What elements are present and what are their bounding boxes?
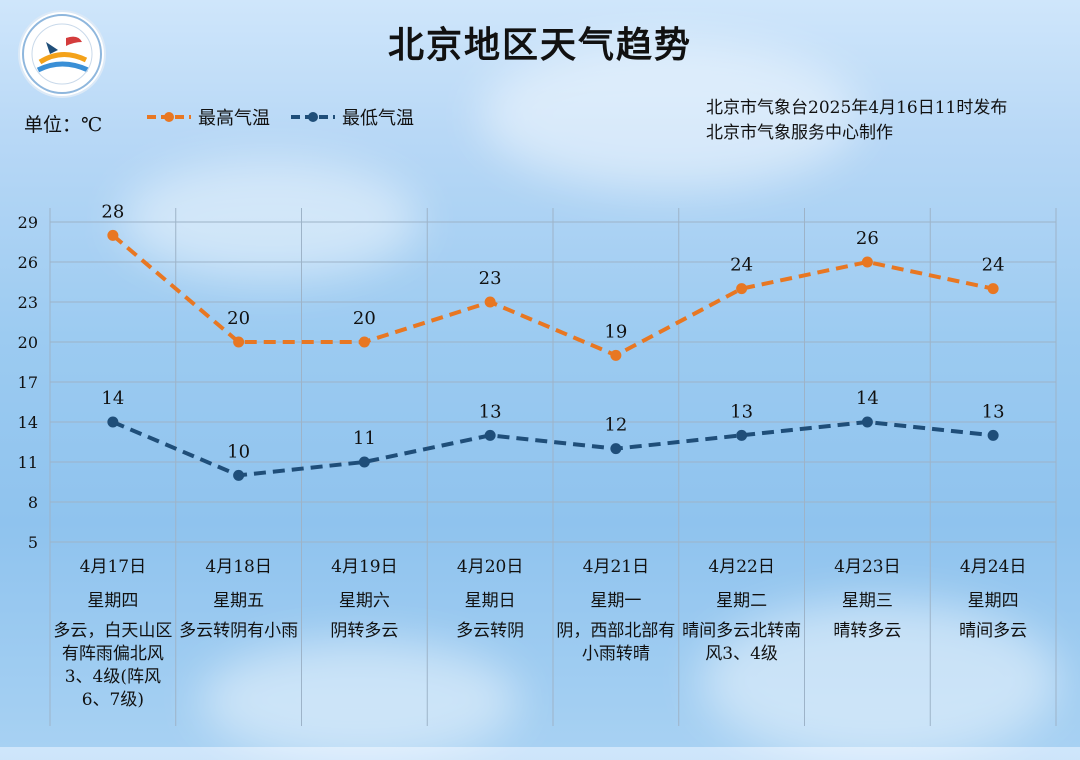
legend-low-label: 最低气温 xyxy=(342,108,414,129)
data-label-low: 14 xyxy=(856,388,879,409)
data-point-high xyxy=(107,229,119,241)
data-point-low xyxy=(610,443,622,455)
legend-item-low: 最低气温 xyxy=(290,104,414,130)
data-label-high: 26 xyxy=(856,228,879,249)
weekday-label: 星期三 xyxy=(841,591,893,611)
y-tick-label: 20 xyxy=(18,333,38,352)
day-column: 4月22日星期二晴间多云北转南风3、4级 xyxy=(679,552,805,666)
data-point-high xyxy=(736,283,748,295)
data-label-low: 12 xyxy=(604,415,627,436)
data-label-high: 20 xyxy=(227,308,250,329)
weather-description: 晴转多云 xyxy=(833,621,902,641)
weekday-label: 星期四 xyxy=(87,591,139,611)
x-tick-label-date: 4月21日 xyxy=(582,557,650,577)
x-tick-label-date: 4月17日 xyxy=(79,557,147,577)
data-label-high: 19 xyxy=(604,321,627,342)
series-line-low xyxy=(112,420,994,478)
data-label-low: 14 xyxy=(101,388,124,409)
data-label-low: 11 xyxy=(353,428,376,449)
weather-description: 阴转多云 xyxy=(330,621,399,641)
y-tick-label: 17 xyxy=(18,373,38,392)
day-column: 4月19日星期六阴转多云 xyxy=(302,552,428,643)
day-column: 4月21日星期一阴，西部北部有小雨转晴 xyxy=(553,552,679,666)
weather-description: 晴间多云北转南风3、4级 xyxy=(682,621,802,664)
legend-high-label: 最高气温 xyxy=(198,108,270,129)
data-label-low: 13 xyxy=(982,401,1005,422)
legend-item-high: 最高气温 xyxy=(146,104,270,130)
data-point-low xyxy=(233,469,245,481)
data-point-low xyxy=(861,416,873,428)
data-point-low xyxy=(358,456,370,468)
day-column: 4月17日星期四多云，白天山区有阵雨偏北风3、4级(阵风6、7级) xyxy=(50,552,176,712)
meteorological-service-logo xyxy=(20,12,104,96)
legend-high-line-icon xyxy=(147,112,191,122)
data-label-high: 20 xyxy=(353,308,376,329)
x-tick-label-date: 4月20日 xyxy=(456,557,524,577)
weather-description: 多云转阴有小雨 xyxy=(179,621,299,641)
data-label-high: 23 xyxy=(479,268,502,289)
background-cloud xyxy=(200,640,520,760)
weekday-label: 星期日 xyxy=(464,591,516,611)
data-point-high xyxy=(861,256,873,268)
background-cloud xyxy=(700,600,1060,760)
day-column: 4月20日星期日多云转阴 xyxy=(427,552,553,643)
data-point-high xyxy=(610,349,622,361)
data-point-high xyxy=(358,336,370,348)
weekday-label: 星期五 xyxy=(213,591,265,611)
unit-label: 单位：℃ xyxy=(24,114,103,136)
data-label-low: 13 xyxy=(479,401,502,422)
weekday-label: 星期二 xyxy=(716,591,768,611)
legend-low-line-icon xyxy=(291,112,335,122)
data-point-low xyxy=(736,429,748,441)
weekday-label: 星期一 xyxy=(590,591,642,611)
weather-description: 多云，白天山区有阵雨偏北风3、4级(阵风6、7级) xyxy=(53,621,173,710)
data-label-high: 24 xyxy=(730,255,753,276)
weekday-label: 星期六 xyxy=(338,591,390,611)
background-cloud xyxy=(480,40,860,190)
day-column: 4月24日星期四晴间多云 xyxy=(930,552,1056,643)
y-tick-label: 14 xyxy=(18,413,38,432)
y-tick-label: 26 xyxy=(18,253,38,272)
x-tick-label-date: 4月23日 xyxy=(834,557,901,577)
background-cloud xyxy=(120,160,420,280)
page-title: 北京地区天气趋势 xyxy=(387,24,692,66)
day-column: 4月18日星期五多云转阴有小雨 xyxy=(176,552,302,643)
data-label-high: 28 xyxy=(101,201,124,222)
weekday-label: 星期四 xyxy=(967,591,1019,611)
issuer-info: 北京市气象台2025年4月16日11时发布 北京市气象服务中心制作 xyxy=(706,96,1007,146)
data-label-low: 10 xyxy=(227,441,250,462)
y-tick-label: 23 xyxy=(18,293,38,312)
data-point-high xyxy=(987,283,999,295)
y-tick-label: 5 xyxy=(28,533,38,552)
y-tick-label: 8 xyxy=(28,493,38,512)
data-point-low xyxy=(987,429,999,441)
logo-emblem-icon xyxy=(22,14,102,94)
x-tick-label-date: 4月18日 xyxy=(205,557,272,577)
data-point-high xyxy=(484,296,496,308)
data-label-high: 24 xyxy=(982,255,1005,276)
x-tick-label-date: 4月24日 xyxy=(959,557,1027,577)
issuer-line-2: 北京市气象服务中心制作 xyxy=(706,123,893,143)
data-point-high xyxy=(233,336,245,348)
x-tick-label-date: 4月19日 xyxy=(331,557,398,577)
data-point-low xyxy=(484,429,496,441)
weather-description: 晴间多云 xyxy=(959,621,1028,641)
data-point-low xyxy=(107,416,119,428)
data-label-low: 13 xyxy=(730,401,753,422)
x-tick-label-date: 4月22日 xyxy=(708,557,775,577)
series-line-high xyxy=(111,233,994,358)
weather-description: 多云转阴 xyxy=(456,621,525,641)
weather-description: 阴，西部北部有小雨转晴 xyxy=(556,621,676,664)
issuer-line-1: 北京市气象台2025年4月16日11时发布 xyxy=(706,98,1008,118)
y-tick-label: 11 xyxy=(18,453,38,472)
y-tick-label: 29 xyxy=(18,213,38,232)
day-column: 4月23日星期三晴转多云 xyxy=(805,552,931,643)
chart-legend: 最高气温 最低气温 xyxy=(146,104,434,130)
